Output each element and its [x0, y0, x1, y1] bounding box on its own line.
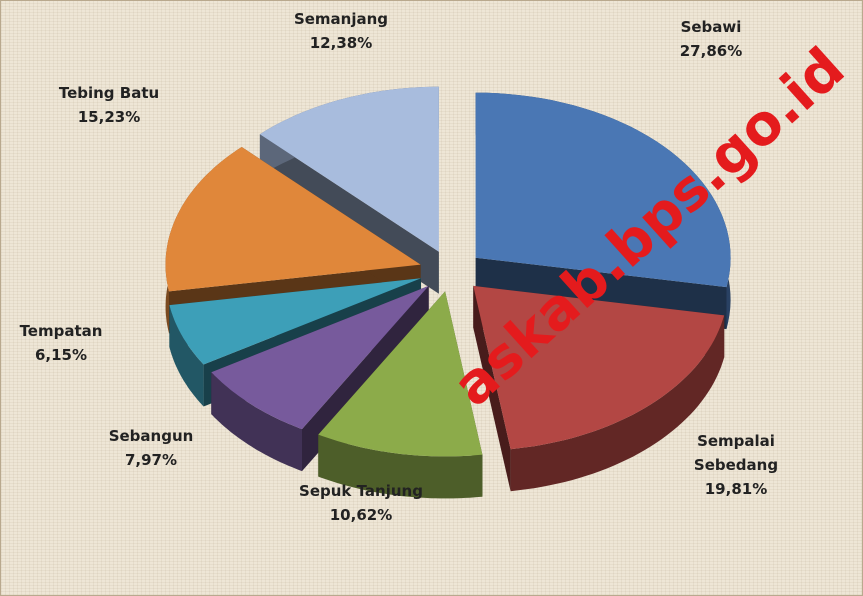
slice	[169, 278, 421, 365]
category-label: Tempatan	[19, 322, 103, 340]
slice-side	[318, 434, 483, 499]
slice-side	[211, 372, 302, 472]
value-label: 10,62%	[329, 506, 393, 524]
category-label: Sepuk Tanjung	[299, 482, 423, 500]
slice	[318, 291, 483, 457]
data-label: Tempatan 6,15%	[1, 319, 131, 367]
value-label: 19,81%	[704, 480, 768, 498]
data-label: Sempalai Sebedang 19,81%	[681, 429, 791, 501]
value-label: 27,86%	[679, 42, 743, 60]
value-label: 6,15%	[34, 346, 88, 364]
slice	[473, 285, 725, 450]
data-label: Sebawi 27,86%	[641, 15, 781, 63]
category-label: Tebing Batu	[58, 84, 160, 102]
category-label: Sebangun	[108, 427, 194, 445]
slice-wall	[473, 285, 511, 492]
value-label: 7,97%	[124, 451, 178, 469]
category-label: Sebawi	[680, 18, 742, 36]
slice	[211, 285, 429, 430]
value-label: 12,38%	[309, 34, 373, 52]
slice	[259, 86, 439, 252]
data-label: Tebing Batu 15,23%	[39, 81, 179, 129]
category-label: Sempalai Sebedang	[693, 432, 779, 474]
category-label: Semanjang	[293, 10, 389, 28]
slice	[475, 92, 731, 288]
value-label: 15,23%	[77, 108, 141, 126]
data-label: Sebangun 7,97%	[81, 424, 221, 472]
data-label: Semanjang 12,38%	[271, 7, 411, 55]
slice	[165, 147, 421, 292]
data-label: Sepuk Tanjung 10,62%	[291, 479, 431, 527]
slice-side	[510, 315, 725, 492]
slice-side	[169, 305, 204, 407]
